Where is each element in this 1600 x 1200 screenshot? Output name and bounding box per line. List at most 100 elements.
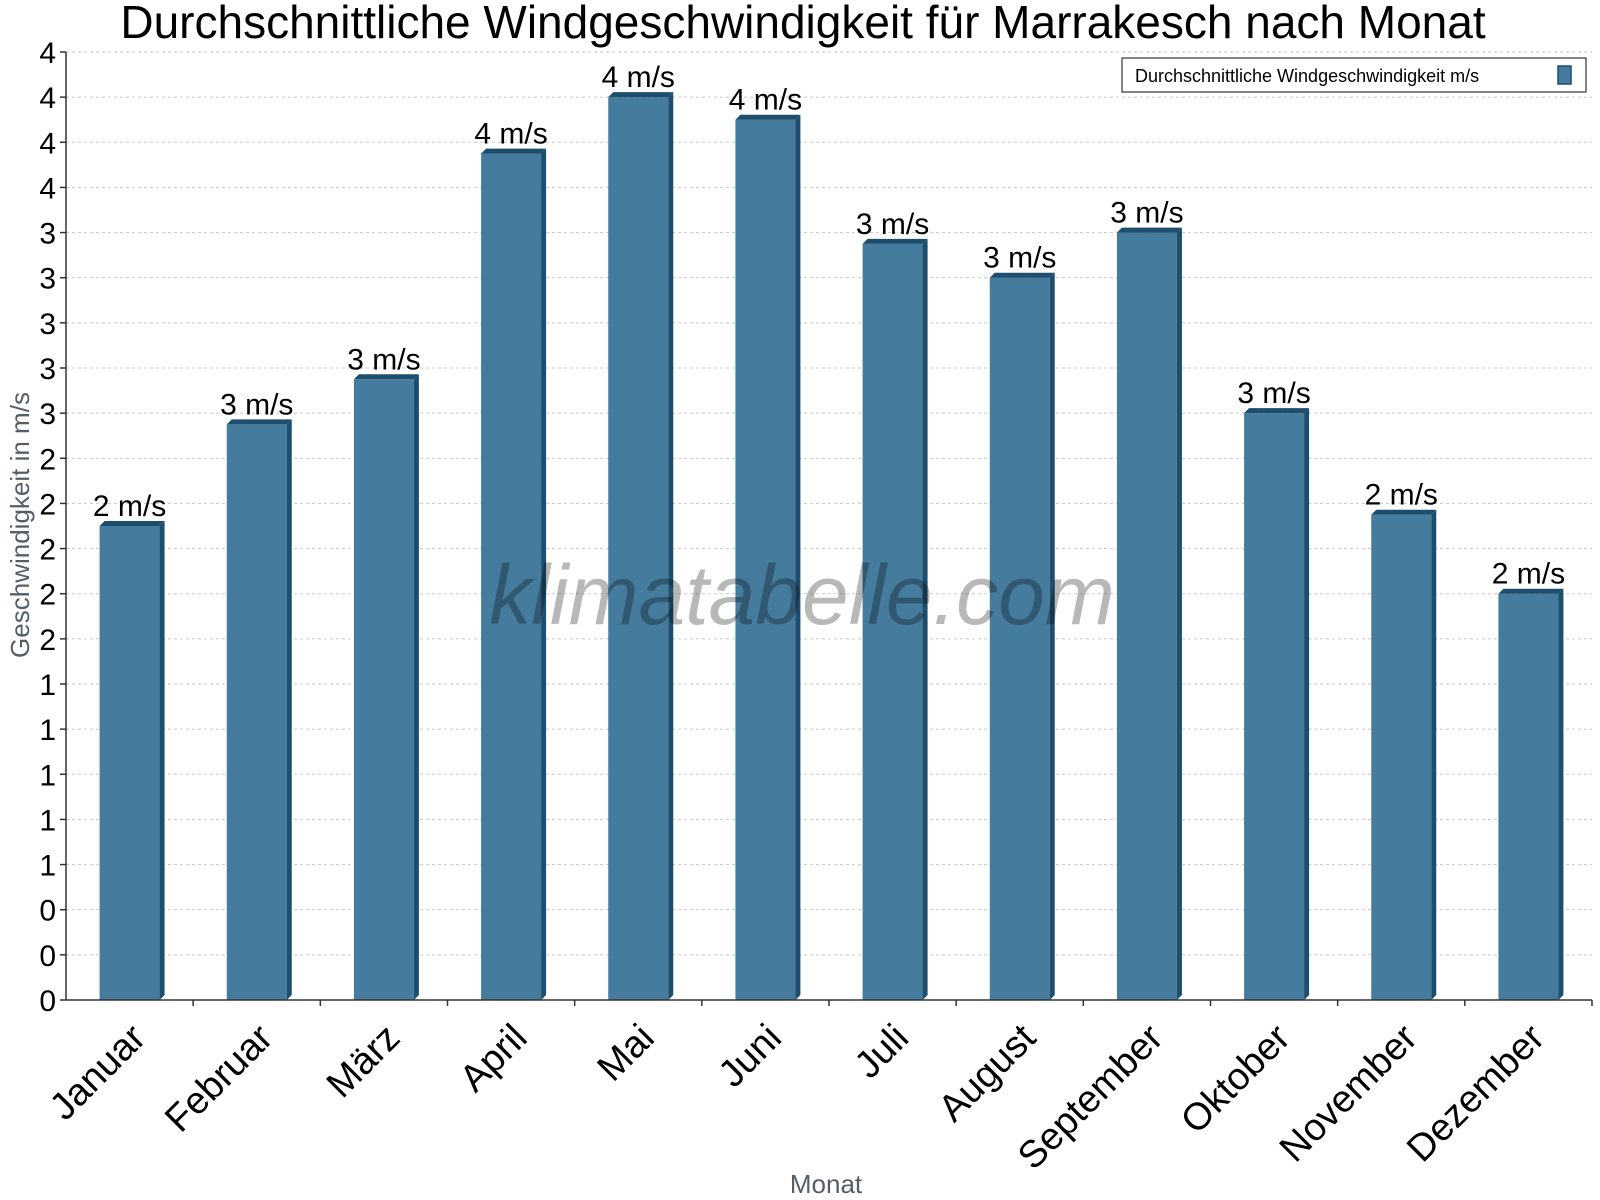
- x-tick-label: November: [1272, 1016, 1426, 1170]
- bar-side: [668, 92, 674, 1000]
- bar-value-label: 2 m/s: [1492, 558, 1565, 591]
- y-axis-ticks: 0 0 0 1 1 1 1 1 2 2 2 2 2 3 3 3 3 3 4 4 4 4: [39, 37, 66, 1018]
- bar: [1116, 227, 1182, 1001]
- bar-side: [159, 521, 165, 1000]
- x-axis-title: Monat: [790, 1169, 863, 1199]
- bar-top: [989, 272, 1055, 278]
- y-tick-label: 4: [39, 127, 56, 160]
- bar: [1244, 408, 1310, 1001]
- y-tick-label: 1: [39, 804, 56, 837]
- x-tick-label: Juli: [847, 1017, 917, 1087]
- y-tick-label: 3: [39, 398, 56, 431]
- bar-front: [608, 97, 669, 1000]
- y-tick-label: 1: [39, 759, 56, 792]
- bar-front: [1244, 413, 1305, 1001]
- legend-label: Durchschnittliche Windgeschwindigkeit m/…: [1135, 66, 1479, 86]
- bar-front: [862, 243, 923, 1000]
- y-tick-label: 4: [39, 82, 56, 115]
- legend: Durchschnittliche Windgeschwindigkeit m/…: [1121, 57, 1587, 93]
- bar-value-label: 4 m/s: [474, 118, 547, 151]
- bar-side: [541, 148, 547, 1001]
- value-labels: 2 m/s 3 m/s 3 m/s 4 m/s 4 m/s 4 m/s 3 m/s 3 m/s…: [93, 61, 1565, 591]
- y-tick-label: 3: [39, 353, 56, 386]
- y-tick-label: 4: [39, 37, 56, 70]
- y-tick-label: 3: [39, 218, 56, 251]
- bar-top: [481, 148, 547, 154]
- y-tick-label: 0: [39, 940, 56, 973]
- x-tick-label: Oktober: [1173, 1016, 1299, 1142]
- bar-front: [1116, 232, 1177, 1001]
- y-tick-label: 0: [39, 985, 56, 1018]
- bar-top: [608, 92, 674, 98]
- bar-front: [1498, 593, 1559, 1000]
- bar-top: [1116, 227, 1182, 233]
- bar-front: [99, 526, 160, 1000]
- y-tick-label: 0: [39, 895, 56, 928]
- bars: [99, 92, 1564, 1001]
- x-axis-ticks: Januar Februar März April Mai Juni Juli AugustS…: [42, 1000, 1593, 1178]
- y-tick-label: 2: [39, 443, 56, 476]
- bar-top: [353, 374, 419, 380]
- x-tick-label: März: [319, 1017, 408, 1106]
- y-tick-label: 2: [39, 579, 56, 612]
- y-tick-label: 4: [39, 172, 56, 205]
- bar-top: [735, 114, 801, 120]
- bar-side: [1176, 227, 1182, 1001]
- legend-box: [1121, 57, 1587, 93]
- bar: [481, 148, 547, 1001]
- bar-value-label: 3 m/s: [220, 388, 293, 421]
- bar-value-label: 3 m/s: [856, 208, 929, 241]
- bar: [353, 374, 419, 1000]
- bar-value-label: 3 m/s: [983, 242, 1056, 275]
- bar-value-label: 4 m/s: [602, 61, 675, 94]
- bar: [735, 114, 801, 1000]
- bar-front: [1371, 514, 1432, 1000]
- bar-value-label: 2 m/s: [1365, 479, 1438, 512]
- y-tick-label: 2: [39, 534, 56, 567]
- bar: [608, 92, 674, 1000]
- legend-swatch: [1557, 65, 1572, 85]
- bar-front: [353, 379, 414, 1000]
- bar: [99, 521, 165, 1000]
- bar: [1371, 509, 1437, 1000]
- x-tick-label: August: [931, 1016, 1045, 1130]
- bar-side: [413, 374, 419, 1000]
- bar: [989, 272, 1055, 1000]
- bar-top: [1244, 408, 1310, 414]
- x-tick-label: Januar: [42, 1016, 154, 1128]
- y-tick-label: 3: [39, 308, 56, 341]
- bar: [862, 238, 928, 1000]
- bar-top: [1498, 588, 1564, 594]
- bar: [226, 419, 292, 1000]
- bar-front: [735, 119, 796, 1000]
- x-tick-label: Dezember: [1399, 1016, 1553, 1170]
- y-tick-label: 2: [39, 488, 56, 521]
- bar-side: [1049, 272, 1055, 1000]
- watermark: klimatabelle.com: [489, 548, 1115, 642]
- bar-front: [989, 277, 1050, 1000]
- bar-top: [862, 238, 928, 244]
- x-tick-label: Februar: [157, 1016, 281, 1140]
- bar-front: [226, 424, 287, 1000]
- bar-value-label: 3 m/s: [1237, 377, 1310, 410]
- bar-top: [226, 419, 292, 425]
- bar-side: [1558, 588, 1564, 1000]
- y-tick-label: 1: [39, 850, 56, 883]
- y-tick-label: 1: [39, 714, 56, 747]
- x-tick-label: Mai: [590, 1017, 663, 1090]
- y-tick-label: 3: [39, 263, 56, 296]
- x-tick-label: Juni: [711, 1017, 790, 1096]
- bar-side: [922, 238, 928, 1000]
- y-tick-label: 2: [39, 624, 56, 657]
- chart-title: Durchschnittliche Windgeschwindigkeit fü…: [120, 0, 1485, 48]
- x-tick-label: April: [452, 1017, 535, 1100]
- bar-top: [99, 521, 165, 526]
- bar-side: [1431, 509, 1437, 1000]
- bar-value-label: 2 m/s: [93, 490, 166, 523]
- bar-side: [286, 419, 292, 1000]
- bar-value-label: 3 m/s: [1110, 197, 1183, 230]
- bar-value-label: 3 m/s: [347, 343, 420, 376]
- axes: [65, 52, 1592, 1001]
- grid: [66, 51, 1592, 956]
